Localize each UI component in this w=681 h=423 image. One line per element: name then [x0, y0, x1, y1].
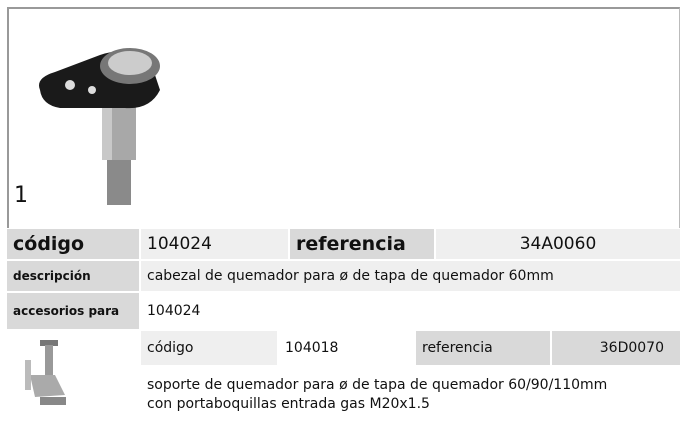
image-frame: [7, 7, 680, 228]
accessories-value: 104024: [147, 303, 201, 319]
product-image: [39, 48, 160, 205]
accessory-description: soporte de quemador para ø de tapa de qu…: [147, 376, 607, 414]
accessory-code-label: código: [141, 331, 277, 365]
accessory-code-value: 104018: [285, 340, 339, 356]
description-line: soporte de quemador para ø de tapa de qu…: [147, 377, 608, 393]
accessory-image: [25, 340, 66, 405]
accessory-reference-value: 36D0070: [552, 331, 680, 365]
reference-value: 34A0060: [436, 229, 680, 259]
accessories-label: accesorios para: [7, 293, 139, 329]
description-value: cabezal de quemador para ø de tapa de qu…: [141, 261, 680, 291]
description-line: con portaboquillas entrada gas M20x1.5: [147, 396, 430, 412]
accessory-reference-label: referencia: [416, 331, 550, 365]
description-label: descripción: [7, 261, 139, 291]
reference-label: referencia: [290, 229, 434, 259]
code-value: 104024: [141, 229, 288, 259]
figure-number: 1: [14, 182, 28, 208]
code-label: código: [7, 229, 139, 259]
